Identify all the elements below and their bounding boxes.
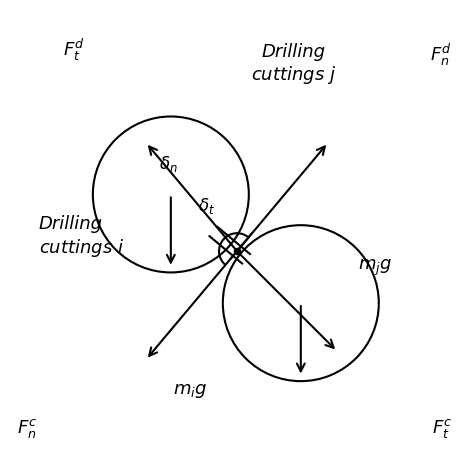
Text: $F_n^c$: $F_n^c$ — [17, 417, 37, 440]
Text: $\delta_t$: $\delta_t$ — [198, 196, 215, 216]
Text: $F_t^d$: $F_t^d$ — [63, 37, 85, 64]
Text: $m_i g$: $m_i g$ — [173, 382, 207, 400]
Text: Drilling
cuttings $j$: Drilling cuttings $j$ — [251, 43, 337, 86]
Text: $\delta_n$: $\delta_n$ — [159, 154, 178, 174]
Text: $F_n^d$: $F_n^d$ — [430, 42, 452, 68]
Text: $F_t^c$: $F_t^c$ — [432, 417, 452, 440]
Text: $m_j g$: $m_j g$ — [357, 258, 392, 278]
Text: Drilling
cuttings $i$: Drilling cuttings $i$ — [38, 215, 124, 259]
